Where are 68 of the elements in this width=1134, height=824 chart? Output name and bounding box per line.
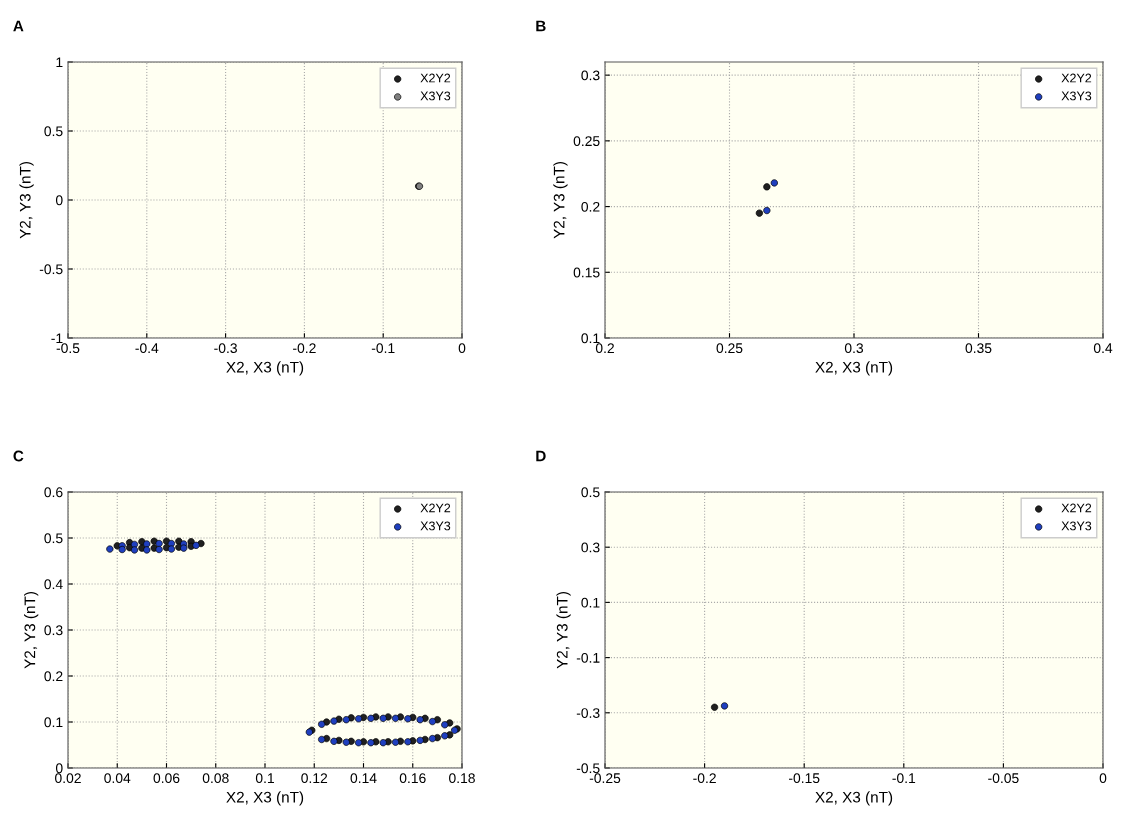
y-tick-label: 0.2 bbox=[581, 201, 600, 212]
y-tick-label: -0.5 bbox=[39, 264, 63, 275]
chart-title: B bbox=[536, 20, 546, 32]
y-tick-label: 0.1 bbox=[44, 717, 63, 728]
y-tick-label: -0.5 bbox=[576, 763, 600, 774]
x-tick-label: -0.25 bbox=[589, 773, 621, 784]
x-axis-title: X2, X3 (nT) bbox=[815, 361, 893, 376]
x-tick-label: -0.1 bbox=[371, 343, 395, 354]
x-tick-label: 0 bbox=[458, 343, 466, 354]
chart-title: A bbox=[13, 20, 24, 32]
x-tick-label: -0.1 bbox=[892, 773, 916, 784]
x-axis-title: X2, X3 (nT) bbox=[815, 791, 893, 806]
x-tick-label: 0.35 bbox=[965, 343, 992, 354]
x-tick-label: 0.06 bbox=[153, 773, 180, 784]
y-axis-title: Y2, Y3 (nT) bbox=[553, 162, 568, 239]
x-tick-label: -0.2 bbox=[293, 343, 316, 354]
x-tick-label: 0.18 bbox=[449, 773, 475, 784]
y-tick-label: 0 bbox=[55, 195, 63, 206]
legend-label: X2Y2 bbox=[420, 73, 451, 83]
x-tick-label: -0.15 bbox=[788, 773, 820, 784]
y-tick-label: 0.3 bbox=[581, 542, 600, 553]
x-tick-label: 0.2 bbox=[595, 343, 614, 354]
y-tick-label: -0.3 bbox=[576, 708, 600, 718]
x-tick-label: 0.3 bbox=[844, 343, 864, 354]
x-tick-label: 0.08 bbox=[202, 773, 229, 784]
y-tick-label: -1 bbox=[51, 333, 63, 344]
legend-label: X3Y3 bbox=[1061, 521, 1092, 531]
legend-label: X3Y3 bbox=[420, 521, 451, 531]
chart-title: D bbox=[536, 450, 546, 462]
x-tick-label: 0.02 bbox=[55, 773, 81, 784]
y-tick-label: 0.15 bbox=[573, 267, 600, 278]
x-tick-label: -0.05 bbox=[988, 773, 1019, 784]
legend-label: X2Y2 bbox=[420, 503, 451, 513]
y-tick-label: 0.25 bbox=[573, 136, 600, 147]
x-tick-label: 0.16 bbox=[399, 773, 426, 784]
y-tick-label: 0.4 bbox=[44, 579, 63, 590]
x-tick-label: 0 bbox=[1099, 773, 1107, 784]
y-axis-title: Y2, Y3 (nT) bbox=[19, 162, 34, 239]
x-axis-title: X2, X3 (nT) bbox=[226, 791, 304, 806]
y-tick-label: 0.6 bbox=[44, 487, 63, 498]
y-tick-label: 0.2 bbox=[44, 671, 63, 682]
y-tick-label: 0.5 bbox=[581, 487, 600, 498]
legend-label: X2Y2 bbox=[1061, 73, 1092, 83]
y-tick-label: -0.1 bbox=[576, 652, 600, 663]
x-tick-label: 0.4 bbox=[1093, 343, 1113, 354]
legend-label: X3Y3 bbox=[1061, 91, 1092, 101]
x-tick-label: -0.2 bbox=[693, 773, 716, 784]
y-tick-label: 1 bbox=[56, 57, 63, 68]
chart-title: C bbox=[13, 450, 24, 462]
y-tick-label: 0.3 bbox=[581, 70, 600, 81]
y-tick-label: 0.5 bbox=[44, 533, 63, 544]
y-tick-label: 0.1 bbox=[581, 333, 600, 344]
y-tick-label: 0.5 bbox=[44, 126, 63, 137]
legend-label: X3Y3 bbox=[420, 91, 451, 101]
y-axis-title: Y2, Y3 (nT) bbox=[24, 592, 39, 669]
x-axis-title: X2, X3 (nT) bbox=[226, 361, 304, 376]
x-tick-label: 0.12 bbox=[301, 773, 328, 784]
x-tick-label: -0.3 bbox=[214, 343, 237, 354]
x-tick-label: -0.4 bbox=[135, 343, 159, 354]
y-tick-label: 0.1 bbox=[581, 597, 600, 608]
x-tick-label: 0.1 bbox=[255, 773, 274, 784]
y-tick-label: 0.3 bbox=[44, 625, 63, 636]
x-tick-label: 0.25 bbox=[716, 343, 743, 354]
y-tick-label: 0 bbox=[55, 763, 63, 774]
legend-label: X2Y2 bbox=[1061, 503, 1092, 513]
x-tick-label: 0.04 bbox=[104, 773, 131, 784]
y-axis-title: Y2, Y3 (nT) bbox=[556, 592, 571, 669]
x-tick-label: 0.14 bbox=[350, 773, 377, 784]
